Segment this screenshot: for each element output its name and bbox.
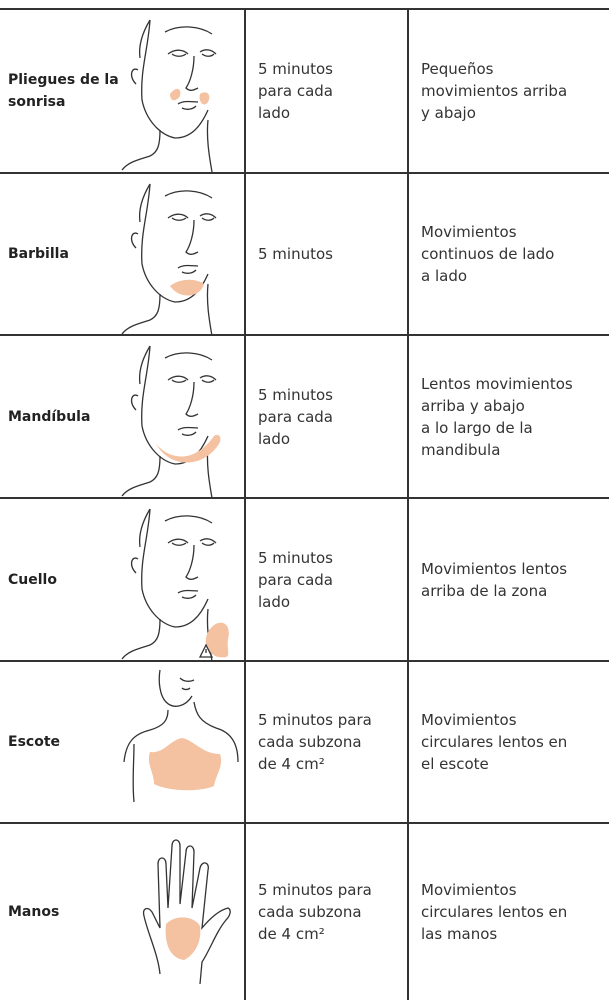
area-label: Mandíbula	[8, 408, 91, 425]
movement-text: Movimientos	[421, 223, 517, 241]
illustration	[121, 508, 229, 661]
row-divider	[0, 497, 609, 499]
movement-text: y abajo	[421, 104, 476, 122]
movement-text: continuos de lado	[421, 245, 555, 263]
area-label: Escote	[8, 734, 61, 750]
area-label: sonrisa	[8, 94, 66, 110]
movement-text: Movimientos	[421, 711, 517, 729]
movement-text: Lentos movimientos	[421, 374, 573, 393]
movement-text: el escote	[421, 755, 489, 773]
illustration	[142, 839, 231, 985]
time-text: lado	[258, 592, 291, 611]
row-divider	[0, 172, 609, 174]
time-text: para cada	[258, 82, 333, 100]
movement-text: Movimientos	[421, 881, 517, 899]
time-text: cada subzona	[258, 733, 362, 751]
time-text: 5 minutos	[258, 548, 333, 567]
column-divider	[244, 8, 246, 1000]
area-label: Manos	[8, 904, 60, 920]
illustration	[121, 345, 221, 498]
movement-text: arriba y abajo	[421, 396, 525, 415]
time-text: para cada	[258, 407, 333, 426]
time-text: lado	[258, 429, 291, 448]
illustration	[123, 669, 239, 803]
time-text: lado	[258, 104, 291, 122]
time-text: 5 minutos para	[258, 881, 372, 899]
time-text: 5 minutos	[258, 385, 333, 404]
movement-text: las manos	[421, 925, 498, 943]
time-text: 5 minutos	[258, 245, 333, 263]
time-text: 5 minutos para	[258, 711, 372, 729]
time-text: de 4 cm²	[258, 925, 325, 943]
movement-text: circulares lentos en	[421, 903, 568, 921]
area-label: Barbilla	[8, 246, 69, 262]
time-text: de 4 cm²	[258, 755, 325, 773]
movement-text: Pequeños	[421, 60, 494, 78]
movement-text: movimientos arriba	[421, 82, 568, 100]
row-divider	[0, 8, 609, 10]
time-text: para cada	[258, 570, 333, 589]
illustration	[121, 19, 217, 172]
area-label: Cuello	[8, 571, 57, 588]
movement-text: circulares lentos en	[421, 733, 568, 751]
row-divider	[0, 334, 609, 336]
row-divider	[0, 660, 609, 662]
movement-text: a lo largo de la	[421, 418, 533, 437]
row-divider	[0, 822, 609, 824]
movement-text: arriba de la zona	[421, 581, 548, 600]
time-text: cada subzona	[258, 903, 362, 921]
area-label: Pliegues de la	[8, 72, 119, 88]
time-text: 5 minutos	[258, 60, 333, 78]
column-divider	[407, 8, 409, 1000]
movement-text: a lado	[421, 267, 468, 285]
illustration	[121, 183, 217, 336]
movement-text: Movimientos lentos	[421, 559, 568, 578]
movement-text: mandibula	[421, 440, 501, 459]
